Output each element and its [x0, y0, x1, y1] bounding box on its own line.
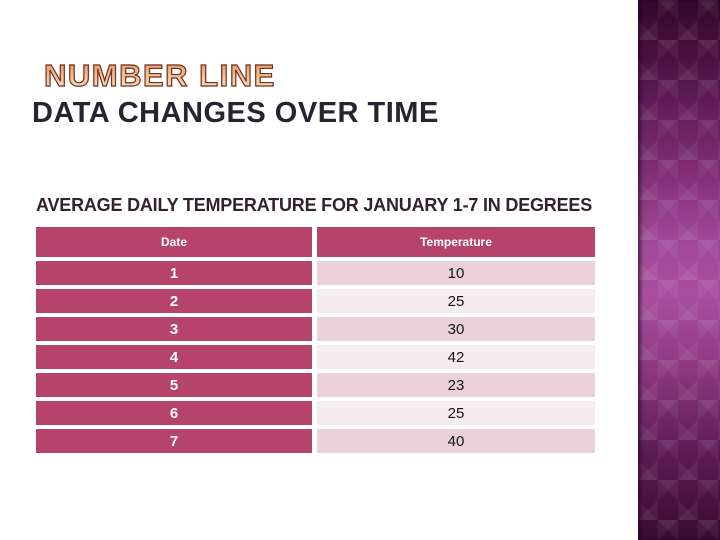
- slide-kicker: NUMBER LINE: [43, 57, 276, 93]
- date-cell: 5: [36, 373, 312, 397]
- date-cell: 4: [36, 345, 312, 369]
- date-cell: 6: [36, 401, 312, 425]
- temperature-cell: 42: [317, 345, 595, 369]
- temperature-table: Date Temperature 1 10 2 25 3 30 4 42 5 2…: [36, 227, 595, 453]
- slide-title: DATA CHANGES OVER TIME: [32, 97, 439, 129]
- temperature-cell: 10: [317, 261, 595, 285]
- temperature-cell: 40: [317, 429, 595, 453]
- temperature-cell: 30: [317, 317, 595, 341]
- date-cell: 2: [36, 289, 312, 313]
- table-title: AVERAGE DAILY TEMPERATURE FOR JANUARY 1-…: [36, 195, 593, 215]
- decorative-sidebar: [638, 0, 720, 540]
- temperature-cell: 25: [317, 401, 595, 425]
- temperature-cell: 23: [317, 373, 595, 397]
- date-cell: 1: [36, 261, 312, 285]
- date-cell: 3: [36, 317, 312, 341]
- temperature-cell: 25: [317, 289, 595, 313]
- date-cell: 7: [36, 429, 312, 453]
- table-header-date: Date: [36, 227, 312, 257]
- table-header-temperature: Temperature: [317, 227, 595, 257]
